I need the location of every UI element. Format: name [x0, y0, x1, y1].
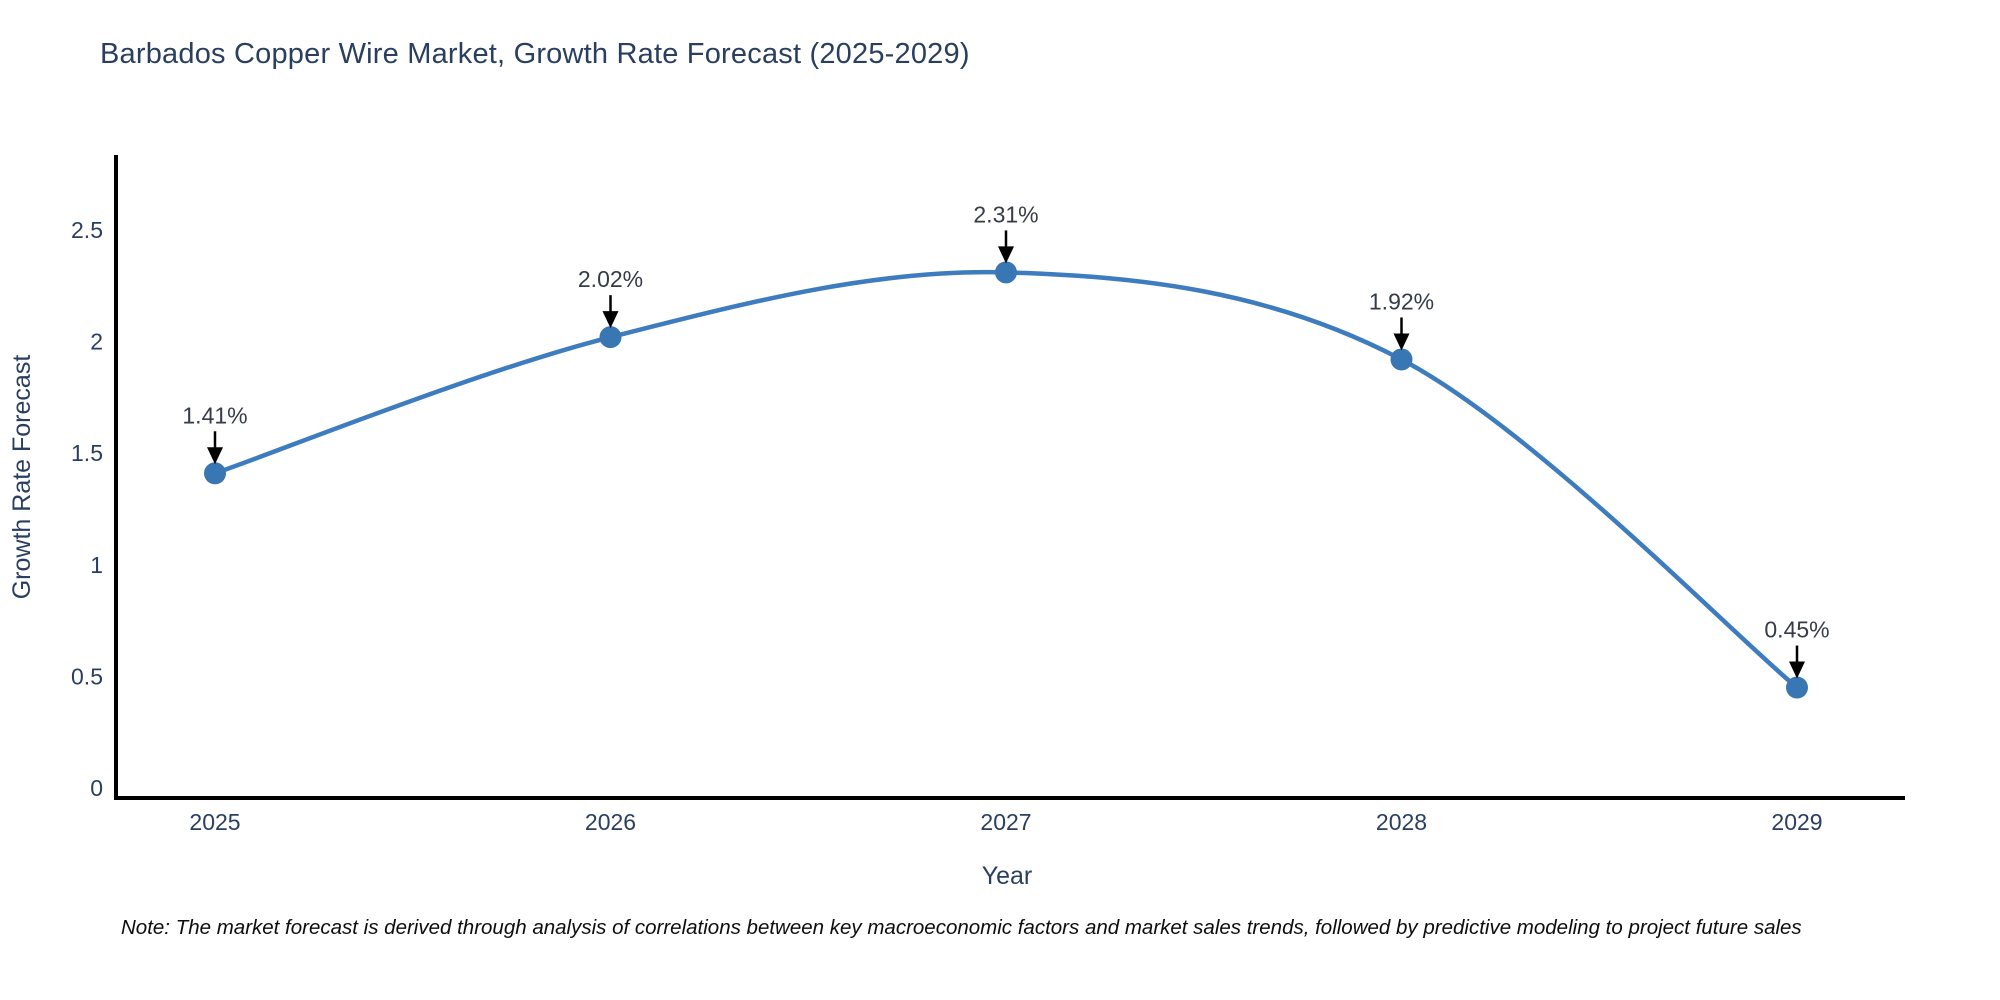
data-point-value-label: 1.41% [182, 402, 247, 428]
y-tick-label: 2.5 [71, 217, 103, 243]
y-axis-title: Growth Rate Forecast [8, 355, 36, 600]
data-point-value-label: 2.02% [578, 266, 643, 292]
x-tick-label: 2025 [189, 809, 240, 835]
trend-line [212, 269, 1800, 690]
annotation-arrow-head [1393, 333, 1410, 351]
annotation-arrow-head [602, 311, 619, 329]
data-point-marker [599, 326, 622, 349]
data-point-value-label: 0.45% [1764, 617, 1829, 643]
data-point-marker [204, 462, 226, 485]
x-tick-label: 2026 [585, 809, 636, 835]
methodology-note: Note: The market forecast is derived thr… [121, 916, 1802, 939]
data-point-marker [1786, 676, 1808, 699]
y-tick-label: 1 [90, 552, 103, 578]
annotation-arrow-head [207, 447, 223, 465]
x-tick-label: 2027 [980, 809, 1031, 835]
annotation-arrow-head [998, 246, 1014, 264]
y-tick-label: 0.5 [71, 663, 103, 689]
data-point-value-label: 2.31% [973, 201, 1038, 227]
data-point-value-label: 1.92% [1369, 288, 1434, 314]
x-tick-label: 2028 [1376, 809, 1427, 835]
data-point-marker [995, 261, 1017, 284]
chart-title: Barbados Copper Wire Market, Growth Rate… [100, 38, 970, 70]
y-tick-label: 0 [90, 775, 103, 801]
data-point-marker [1390, 348, 1413, 371]
y-tick-label: 2 [90, 329, 103, 355]
annotation-arrow-head [1789, 661, 1805, 679]
x-axis-spine [114, 796, 1905, 800]
x-tick-label: 2029 [1771, 809, 1822, 835]
x-axis-title: Year [982, 862, 1033, 890]
y-tick-label: 1.5 [71, 440, 103, 466]
y-axis-spine [114, 155, 118, 800]
